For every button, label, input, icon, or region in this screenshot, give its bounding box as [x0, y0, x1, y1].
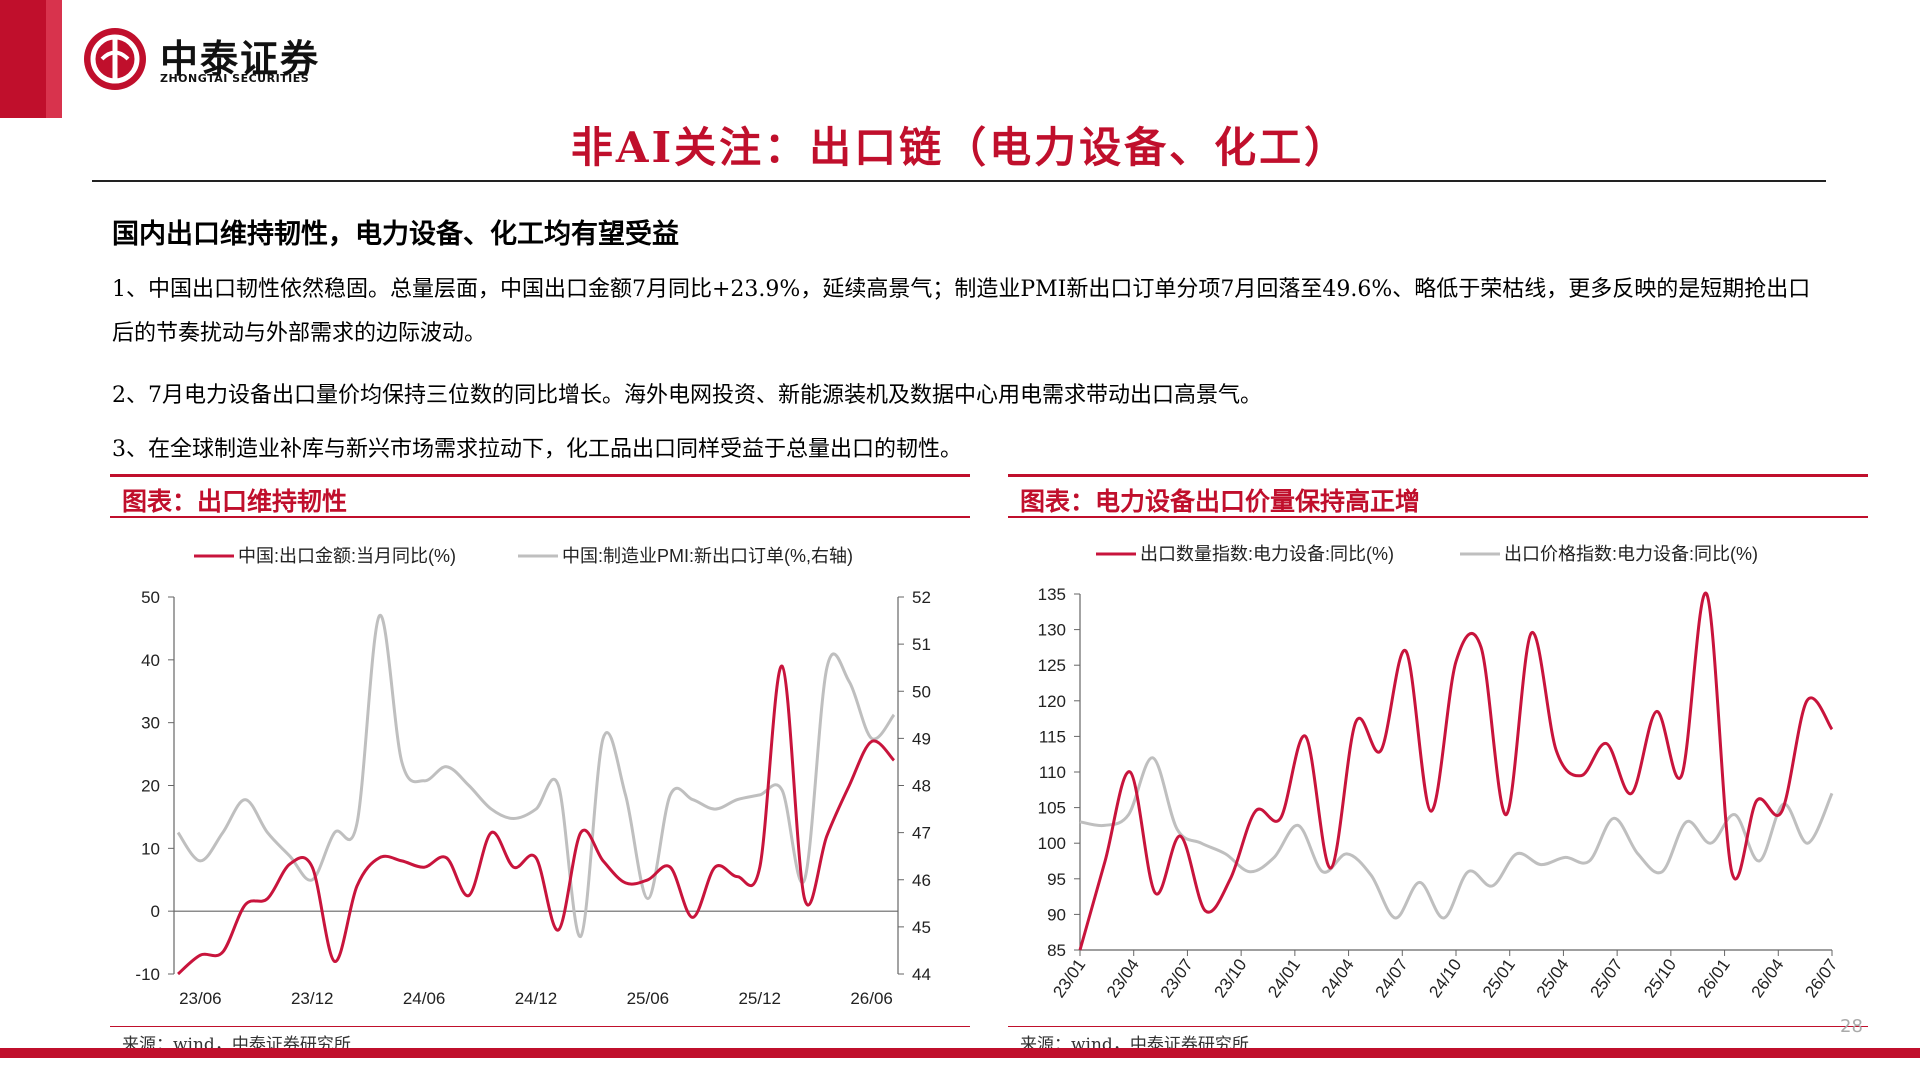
- chart2-y-tick-label: 115: [1039, 727, 1066, 746]
- chart1-x-tick-label: 25/12: [738, 989, 781, 1008]
- chart1-x-tick-label: 23/12: [291, 989, 334, 1008]
- logo-text-en: ZHONGTAI SECURITIES: [160, 72, 310, 85]
- chart1-top-rule: [110, 474, 970, 477]
- chart1-y2-tick-label: 46: [912, 871, 931, 890]
- paragraph-1: 1、中国出口韧性依然稳固。总量层面，中国出口金额7月同比+23.9%，延续高景气…: [112, 277, 1811, 346]
- chart1-y-tick-label: 50: [141, 588, 160, 607]
- chart2-x-tick-label: 23/04: [1103, 955, 1143, 1001]
- paragraph-2: 2、7月电力设备出口量价均保持三位数的同比增长。海外电网投资、新能源装机及数据中…: [112, 383, 1262, 408]
- chart1-y2-tick-label: 49: [912, 729, 931, 748]
- chart1-y2-tick-label: 52: [912, 588, 931, 607]
- chart2-y-tick-label: 125: [1038, 656, 1066, 675]
- zhongtai-logo-icon: [84, 28, 146, 90]
- chart2-y-tick-label: 110: [1039, 763, 1066, 782]
- chart2-x-tick-label: 26/04: [1748, 955, 1788, 1001]
- chart1-x-tick-label: 25/06: [627, 989, 670, 1008]
- page-title: 非AI关注：出口链（电力设备、化工）: [570, 123, 1350, 172]
- chart1-y2-tick-label: 44: [912, 965, 931, 984]
- logo-text-cn: 中泰证券: [160, 37, 321, 81]
- chart2-plot: 85 90 95 100 105 110 115 120 125 130 135 23/01 23/04…: [1038, 544, 1842, 1001]
- chart2-x-tick-label: 23/07: [1157, 955, 1197, 1001]
- chart2-y-tick-label: 130: [1038, 621, 1066, 640]
- header-accent-bar-light: [46, 0, 62, 118]
- paragraph-3: 3、在全球制造业补库与新兴市场需求拉动下，化工品出口同样受益于总量出口的韧性。: [112, 437, 962, 462]
- chart1-y-tick-label: 20: [141, 777, 160, 796]
- chart2-x-tick-label: 25/07: [1586, 955, 1626, 1001]
- chart1-y2-tick-label: 48: [912, 777, 931, 796]
- chart2-x-tick-label: 26/01: [1694, 955, 1734, 1001]
- page-number: 28: [1840, 1016, 1863, 1037]
- chart2-x-tick-label: 24/01: [1264, 955, 1304, 1001]
- chart1-y-tick-label: -10: [135, 965, 160, 984]
- chart1-y2-tick-label: 45: [912, 918, 931, 937]
- chart2-x-tick-label: 24/07: [1372, 955, 1412, 1001]
- chart2-x-tick-label: 25/04: [1533, 955, 1573, 1001]
- chart1-series-pmi-line: [176, 614, 896, 938]
- chart1-y-tick-label: 10: [141, 839, 160, 858]
- chart2-y-tick-label: 85: [1047, 941, 1066, 960]
- chart2-y-tick-label: 95: [1047, 870, 1066, 889]
- chart2-x-tick-label: 26/07: [1801, 955, 1841, 1001]
- chart2-x-tick-label: 23/10: [1210, 955, 1250, 1001]
- chart2-y-tick-label: 105: [1038, 799, 1066, 818]
- chart1-x-tick-label: 26/06: [850, 989, 893, 1008]
- chart2-y-tick-label: 135: [1038, 585, 1066, 604]
- chart1-x-tick-label: 24/06: [403, 989, 446, 1008]
- chart1-series-export-line: [177, 664, 896, 976]
- chart2-x-tick-label: 23/01: [1049, 955, 1089, 1001]
- chart2-title: 图表：电力设备出口价量保持高正增: [1020, 487, 1421, 516]
- chart2-y-tick-label: 90: [1047, 905, 1066, 924]
- chart1-y2-tick-label: 47: [912, 824, 931, 843]
- chart2-bottom-rule: [1008, 1026, 1868, 1027]
- chart1-y2-tick-label: 50: [912, 682, 931, 701]
- chart1-title-rule: [110, 516, 970, 518]
- chart1-bottom-rule: [110, 1026, 970, 1027]
- chart1-legend-pmi: 中国:制造业PMI:新出口订单(%,右轴): [562, 546, 853, 566]
- chart2-series-quantity-line: [1078, 591, 1834, 951]
- chart2-y-tick-label: 100: [1038, 834, 1066, 853]
- chart2-y-tick-label: 120: [1038, 692, 1066, 711]
- chart2-title-rule: [1008, 516, 1868, 518]
- title-divider: [92, 180, 1826, 182]
- chart2-series-price-line: [1079, 756, 1834, 920]
- section-heading: 国内出口维持韧性，电力设备、化工均有望受益: [112, 219, 679, 250]
- chart2-x-tick-label: 24/10: [1425, 955, 1465, 1001]
- chart2-x-tick-label: 24/04: [1318, 955, 1358, 1001]
- chart1-plot: -10 0 10 20 30 40 50 44 45 46 47 48 49 50 51 52 23/06 23/…: [135, 546, 931, 1008]
- chart1-legend-export: 中国:出口金额:当月同比(%): [238, 546, 456, 566]
- chart1-title: 图表：出口维持韧性: [122, 487, 348, 516]
- chart2-legend-price: 出口价格指数:电力设备:同比(%): [1504, 544, 1758, 564]
- chart2-x-tick-label: 25/10: [1640, 955, 1680, 1001]
- chart1-x-tick-label: 23/06: [179, 989, 222, 1008]
- chart1-y2-tick-label: 51: [912, 635, 931, 654]
- chart1-y-tick-label: 0: [151, 902, 160, 921]
- chart2-x-tick-label: 25/01: [1479, 955, 1519, 1001]
- chart1-x-tick-label: 24/12: [515, 989, 558, 1008]
- chart2-top-rule: [1008, 474, 1868, 477]
- chart2-legend-quantity: 出口数量指数:电力设备:同比(%): [1140, 544, 1394, 564]
- footer-bar: [0, 1048, 1920, 1058]
- chart1-y-tick-label: 30: [141, 714, 160, 733]
- chart1-y-tick-label: 40: [141, 651, 160, 670]
